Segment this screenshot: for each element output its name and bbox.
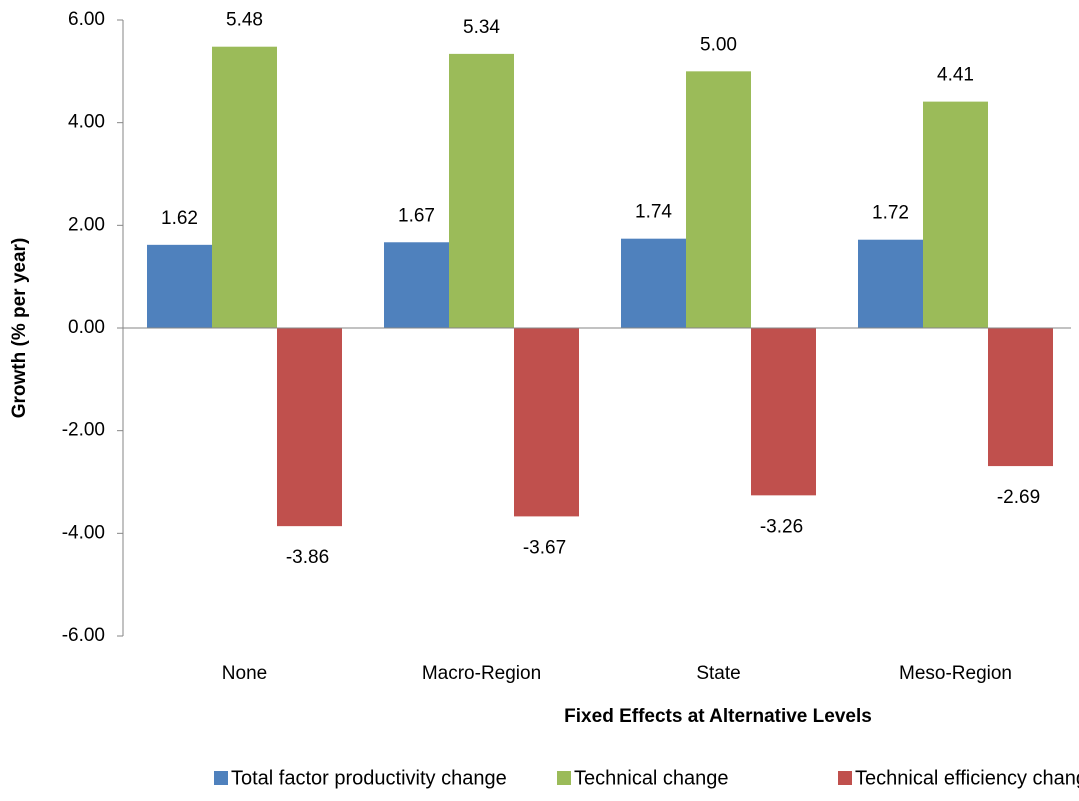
data-label: -3.86 (286, 547, 329, 568)
x-tick-label: Macro-Region (422, 663, 541, 684)
y-axis-title: Growth (% per year) (9, 238, 30, 419)
data-label: 5.48 (226, 10, 263, 31)
data-label: -2.69 (997, 487, 1040, 508)
bar (621, 238, 686, 328)
data-label: 1.67 (398, 205, 435, 226)
y-tick-label: -4.00 (62, 522, 105, 543)
legend-label: Technical change (574, 767, 729, 789)
bar (988, 328, 1053, 467)
data-label: 1.62 (161, 208, 198, 229)
bar (686, 71, 751, 328)
bar (449, 53, 514, 328)
data-label: -3.67 (523, 537, 566, 558)
bar (858, 239, 923, 328)
bar (751, 328, 816, 496)
legend-swatch (214, 771, 228, 785)
data-label: 5.00 (700, 34, 737, 55)
bar (514, 328, 579, 517)
data-label: -3.26 (760, 516, 803, 537)
y-tick-label: -6.00 (62, 625, 105, 646)
legend-swatch (557, 771, 571, 785)
legend-swatch (838, 771, 852, 785)
x-tick-label: Meso-Region (899, 663, 1012, 684)
x-tick-label: None (222, 663, 267, 684)
legend-label: Total factor productivity change (231, 767, 507, 789)
y-tick-label: -2.00 (62, 420, 105, 441)
bar (147, 244, 212, 328)
x-tick-label: State (696, 663, 740, 684)
y-tick-label: 6.00 (68, 9, 105, 30)
bar (923, 101, 988, 329)
data-label: 5.34 (463, 17, 500, 38)
bar (212, 46, 277, 329)
y-tick-label: 2.00 (68, 214, 105, 235)
y-tick-label: 4.00 (68, 112, 105, 133)
x-axis-title: Fixed Effects at Alternative Levels (564, 706, 872, 727)
data-label: 4.41 (937, 65, 974, 86)
data-label: 1.74 (635, 202, 672, 223)
bar (384, 242, 449, 328)
legend-label: Technical efficiency change (855, 767, 1079, 789)
bar (277, 328, 342, 527)
data-label: 1.72 (872, 203, 909, 224)
y-tick-label: 0.00 (68, 317, 105, 338)
